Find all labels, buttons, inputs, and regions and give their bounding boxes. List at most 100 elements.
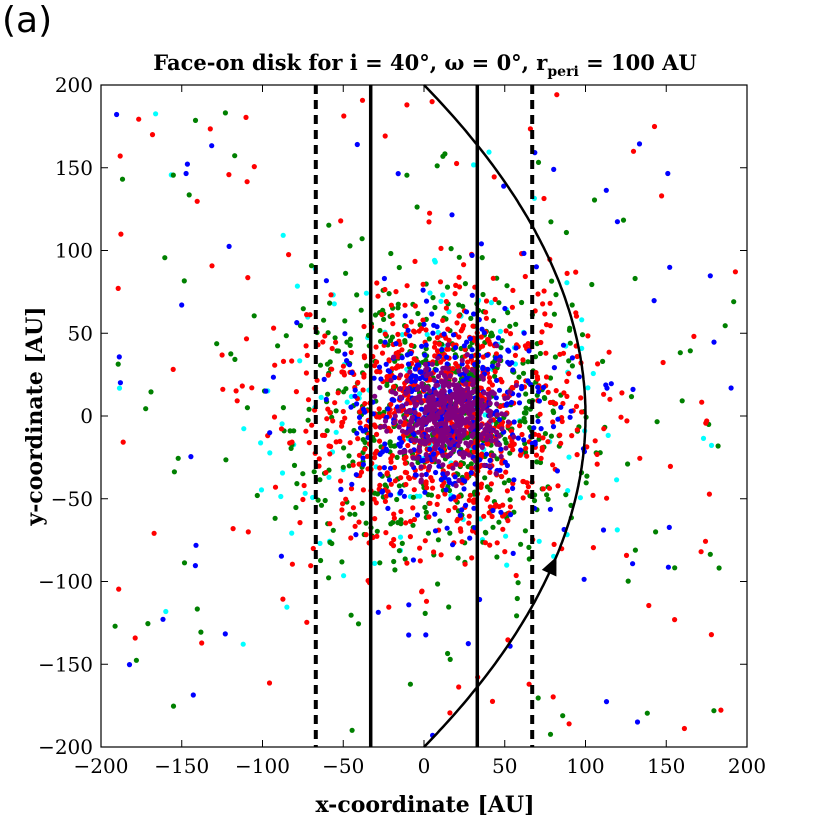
data-point	[132, 635, 138, 641]
data-point	[560, 342, 567, 348]
data-point	[510, 367, 516, 373]
data-point	[653, 529, 659, 535]
data-point	[592, 438, 598, 444]
data-point	[542, 311, 548, 317]
data-point	[398, 394, 404, 400]
data-point	[468, 426, 474, 432]
data-point	[317, 477, 323, 483]
data-point	[404, 352, 410, 358]
data-point	[707, 551, 713, 557]
data-point	[385, 505, 391, 511]
data-point	[452, 474, 458, 480]
data-point	[433, 469, 439, 476]
data-point	[628, 394, 635, 400]
data-point	[466, 497, 472, 503]
data-point	[245, 275, 251, 281]
data-point	[550, 419, 556, 425]
data-point	[271, 325, 277, 331]
data-point	[395, 363, 401, 369]
data-point	[325, 372, 331, 378]
data-point	[519, 431, 525, 438]
data-point	[441, 331, 447, 337]
data-point	[338, 478, 344, 484]
data-point	[679, 398, 685, 404]
data-point	[523, 445, 529, 451]
data-point	[278, 426, 285, 432]
data-point	[481, 462, 487, 468]
data-point	[425, 530, 431, 536]
data-point	[406, 602, 412, 608]
data-point	[392, 478, 398, 484]
data-point	[523, 405, 529, 411]
data-point	[388, 540, 394, 547]
data-point	[468, 402, 475, 408]
data-point	[418, 406, 425, 412]
data-point	[414, 204, 420, 210]
data-point	[485, 336, 491, 343]
data-point	[427, 463, 433, 469]
data-point	[458, 407, 464, 413]
data-point	[494, 343, 500, 349]
data-point	[346, 453, 352, 459]
data-point	[600, 527, 607, 533]
data-point	[484, 352, 490, 358]
data-point	[516, 400, 523, 406]
data-point	[560, 400, 566, 407]
y-tick-label: 50	[68, 321, 93, 345]
data-point	[395, 301, 401, 307]
data-point	[493, 395, 499, 401]
data-point	[116, 385, 123, 391]
data-point	[603, 187, 609, 193]
data-point	[381, 275, 387, 282]
data-point	[492, 369, 498, 375]
data-point	[319, 432, 326, 438]
y-tick-label: −200	[38, 735, 93, 759]
data-point	[502, 549, 508, 555]
data-point	[437, 518, 443, 524]
data-point	[403, 390, 409, 396]
data-point	[209, 143, 215, 149]
data-point	[394, 496, 400, 503]
data-point	[444, 354, 450, 360]
data-point	[505, 518, 511, 524]
data-point	[422, 361, 428, 367]
data-point	[423, 357, 429, 363]
data-point	[590, 545, 597, 551]
data-point	[526, 544, 532, 551]
data-point	[405, 386, 411, 392]
data-point	[420, 281, 426, 287]
data-point	[327, 451, 333, 457]
data-point	[297, 323, 304, 329]
data-point	[411, 356, 417, 362]
data-point	[550, 424, 557, 430]
data-point	[547, 300, 553, 306]
data-point	[280, 232, 286, 238]
data-point	[402, 448, 408, 454]
data-point	[397, 534, 404, 540]
data-point	[553, 388, 559, 394]
data-point	[535, 418, 541, 424]
data-point	[492, 296, 498, 302]
data-point	[436, 459, 442, 465]
data-point	[348, 349, 354, 356]
data-point	[428, 371, 434, 377]
data-point	[349, 481, 355, 487]
data-point	[482, 402, 488, 408]
data-point	[360, 406, 367, 412]
data-point	[456, 254, 462, 260]
data-point	[335, 348, 342, 354]
data-point	[479, 444, 485, 450]
data-point	[326, 575, 332, 581]
data-point	[507, 389, 513, 395]
data-point	[386, 291, 392, 297]
data-point	[535, 291, 541, 297]
data-point	[379, 350, 386, 356]
data-point	[388, 492, 394, 498]
data-point	[603, 699, 610, 705]
data-point	[194, 198, 200, 204]
data-point	[509, 304, 515, 310]
data-point	[444, 346, 450, 352]
data-point	[538, 339, 544, 346]
data-point	[427, 210, 433, 216]
data-point	[478, 422, 484, 428]
